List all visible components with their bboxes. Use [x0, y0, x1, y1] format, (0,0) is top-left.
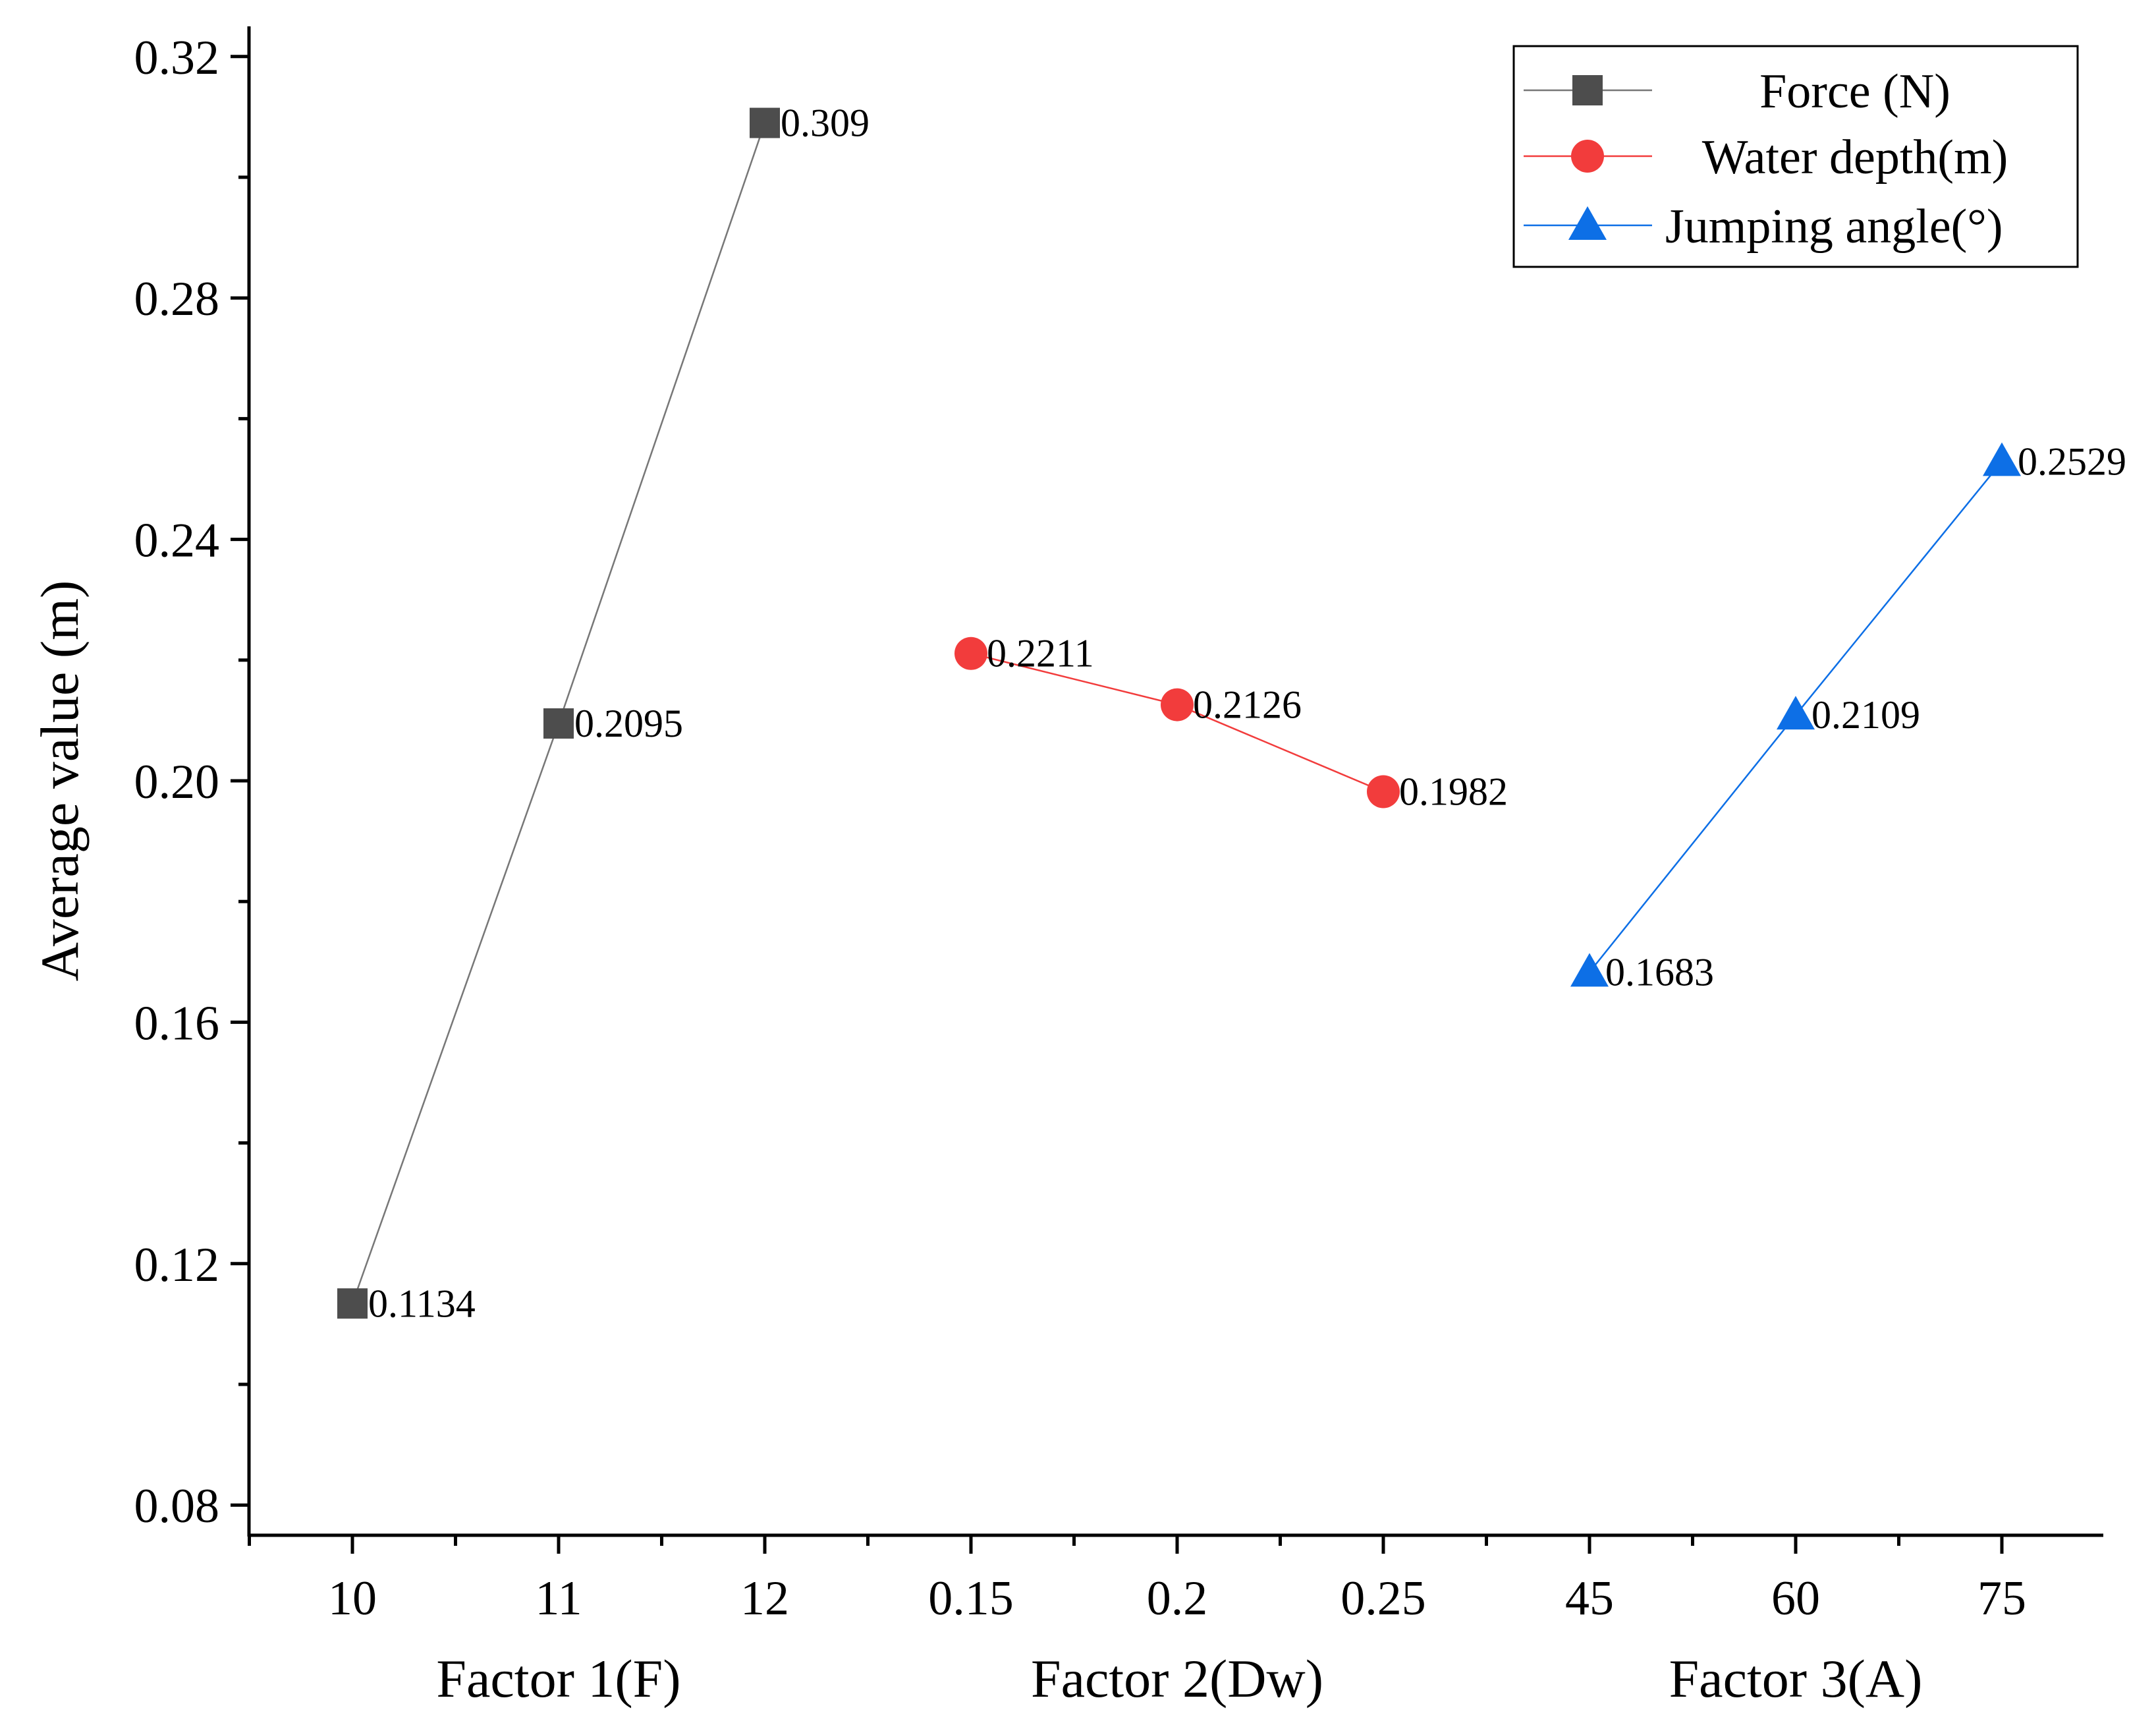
data-point: [337, 1288, 368, 1319]
data-point: [1983, 442, 2021, 476]
x-tick-label: 11: [535, 1571, 582, 1626]
data-point: [750, 107, 780, 138]
legend-marker: [1568, 206, 1607, 240]
data-label: 0.309: [781, 101, 870, 145]
legend-marker: [1572, 75, 1603, 105]
x-axis-title: Factor 1(F): [436, 1649, 680, 1709]
data-point: [1570, 953, 1609, 987]
legend-item: Water depth(m): [1524, 130, 2008, 184]
legend-label: Force (N): [1759, 65, 1950, 119]
series-triangle: 0.1683 0.2109 0.2529: [1570, 439, 2126, 994]
y-tick-label: 0.32: [134, 31, 220, 85]
data-label: 0.1683: [1605, 950, 1714, 994]
x-tick-label: 0.15: [928, 1571, 1014, 1626]
y-tick-label: 0.08: [134, 1479, 220, 1533]
plot-area: 0.1134 0.2095 0.309 0.2211 0.2126 0.1982 0.168…: [337, 101, 2126, 1325]
x-tick-label: 75: [1977, 1571, 2026, 1626]
legend-marker: [1571, 140, 1604, 173]
data-label: 0.2109: [1811, 693, 1920, 737]
data-label: 0.2211: [987, 632, 1094, 675]
data-label: 0.1982: [1399, 770, 1508, 813]
x-tick-label: 10: [328, 1571, 377, 1626]
x-tick-label: 60: [1771, 1571, 1820, 1626]
legend-label: Water depth(m): [1702, 130, 2008, 184]
data-point: [954, 637, 987, 670]
x-tick-label: 0.25: [1341, 1571, 1426, 1626]
legend-label: Jumping angle(°): [1665, 200, 2003, 254]
data-point: [1161, 688, 1194, 722]
y-tick-label: 0.12: [134, 1238, 220, 1292]
data-point: [1777, 696, 1815, 730]
series-square: 0.1134 0.2095 0.309: [337, 101, 870, 1325]
data-label: 0.2529: [2018, 439, 2126, 483]
legend-item: Jumping angle(°): [1524, 200, 2003, 254]
y-tick-label: 0.24: [134, 514, 220, 568]
y-axis-title: Average value (m): [30, 580, 90, 982]
legend-item: Force (N): [1524, 65, 1950, 119]
x-tick-label: 12: [740, 1571, 789, 1626]
axes: 0.08 0.12 0.16 0.20 0.24 0.28 0.32 10 11 12 0.15 0.…: [30, 26, 2103, 1709]
series-circle: 0.2211 0.2126 0.1982: [954, 632, 1508, 813]
data-label: 0.2126: [1193, 683, 1302, 727]
x-axis-title: Factor 3(A): [1669, 1649, 1923, 1709]
y-tick-label: 0.16: [134, 996, 220, 1050]
y-tick-label: 0.20: [134, 755, 220, 809]
data-point: [543, 708, 574, 739]
data-label: 0.2095: [574, 702, 683, 745]
legend: Force (N) Water depth(m) Jumping angle(°): [1512, 45, 2079, 268]
x-axis-title: Factor 2(Dw): [1031, 1649, 1323, 1709]
data-label: 0.1134: [368, 1282, 476, 1325]
x-tick-label: 0.2: [1147, 1571, 1208, 1626]
y-tick-label: 0.28: [134, 272, 220, 326]
x-tick-label: 45: [1565, 1571, 1614, 1626]
data-point: [1367, 775, 1400, 808]
